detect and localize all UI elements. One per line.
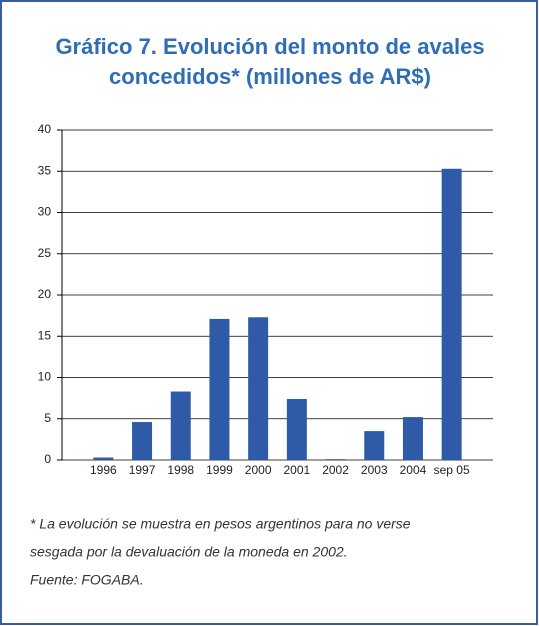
y-tick-label: 0 — [44, 452, 51, 466]
x-tick-label: 1998 — [167, 463, 194, 477]
y-tick-label: 35 — [38, 163, 52, 177]
x-tick-label: 1997 — [129, 463, 156, 477]
y-tick-label: 30 — [38, 205, 52, 219]
footnote: Fuente: FOGABA. — [30, 572, 144, 588]
y-tick-label: 10 — [38, 370, 52, 384]
y-tick-label: 5 — [44, 411, 51, 425]
x-tick-label: 2003 — [361, 463, 388, 477]
footnote: * La evolución se muestra en pesos argen… — [30, 516, 411, 532]
y-tick-label: 40 — [38, 122, 52, 136]
bar — [209, 318, 230, 460]
chart-title: concedidos* (millones de AR$) — [109, 64, 431, 89]
bar — [93, 457, 114, 460]
x-tick-label: 2001 — [283, 463, 310, 477]
footnote: sesgada por la devaluación de la moneda … — [30, 544, 348, 560]
y-tick-label: 20 — [38, 287, 52, 301]
bar — [248, 317, 269, 460]
bar — [132, 422, 153, 460]
x-tick-label: 2002 — [322, 463, 349, 477]
x-tick-label: 1996 — [90, 463, 117, 477]
bar — [170, 391, 191, 460]
bar — [286, 398, 307, 460]
bar — [441, 168, 462, 460]
x-tick-label: 2000 — [245, 463, 272, 477]
x-tick-label: sep 05 — [434, 463, 470, 477]
x-tick-label: 2004 — [400, 463, 427, 477]
x-tick-label: 1999 — [206, 463, 233, 477]
bar — [364, 431, 385, 460]
y-tick-label: 15 — [38, 328, 52, 342]
bar — [325, 459, 346, 460]
y-tick-label: 25 — [38, 246, 52, 260]
chart-title: Gráfico 7. Evolución del monto de avales — [55, 34, 484, 59]
bar — [402, 417, 423, 460]
